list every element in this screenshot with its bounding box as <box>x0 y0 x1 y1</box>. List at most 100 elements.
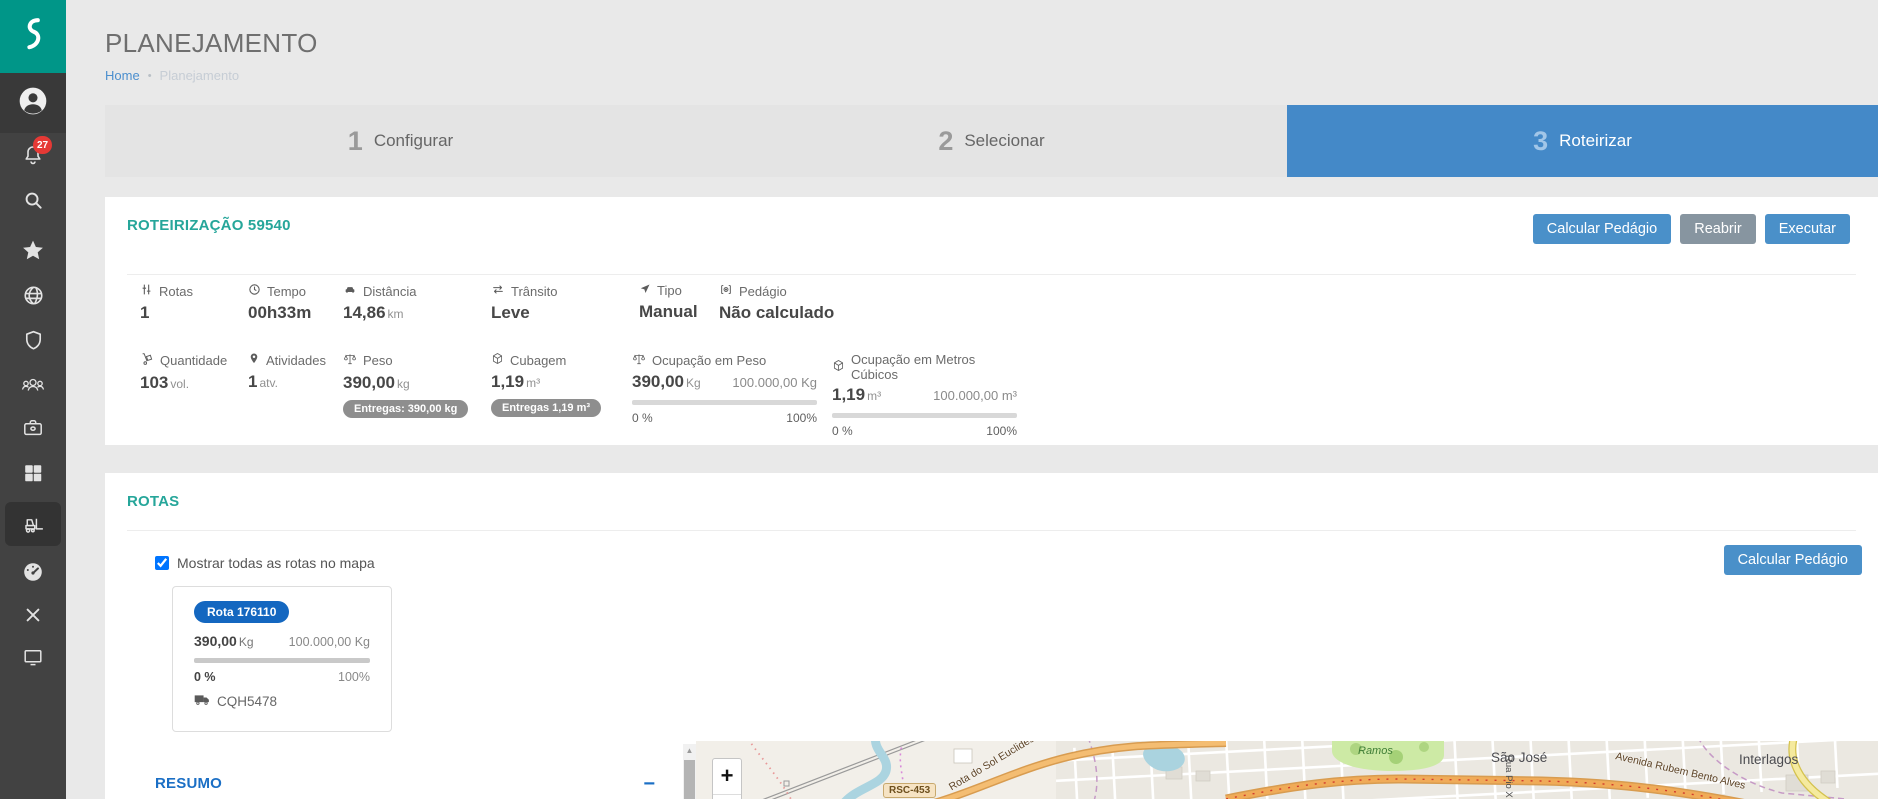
sidebar-item-search[interactable] <box>0 178 66 222</box>
logo-icon <box>18 16 48 57</box>
tab-number: 2 <box>938 125 954 156</box>
rotas-card: ROTAS Mostrar todas as rotas no mapa Cal… <box>105 473 1878 799</box>
sidebar-item-monitor[interactable] <box>0 635 66 679</box>
map-panel[interactable]: Rota do Sol Euclides RSC-453 Ramos São J… <box>696 741 1878 799</box>
map-road-ref-badge: RSC-453 <box>883 783 937 798</box>
briefcase-icon <box>21 416 45 440</box>
collapse-resumo-button[interactable]: − <box>643 772 655 795</box>
stat-ocupacao-m3: Ocupação em Metros Cúbicos 1,19 m³ 100.00… <box>832 352 1017 438</box>
map-zoom-in-button[interactable]: + <box>713 759 741 795</box>
cube-icon <box>491 352 504 368</box>
map-pin-icon <box>248 352 260 368</box>
app-logo[interactable] <box>0 0 66 73</box>
sidebar-item-logistics[interactable] <box>5 502 61 546</box>
sidebar-item-globe[interactable] <box>0 273 66 317</box>
roteirizacao-title: ROTEIRIZAÇÃO 59540 <box>127 217 291 234</box>
breadcrumb-home-link[interactable]: Home <box>105 68 140 83</box>
reabrir-button[interactable]: Reabrir <box>1680 214 1756 244</box>
resumo-title: RESUMO <box>155 775 223 792</box>
stat-pedagio: Pedágio Não calculado <box>719 283 835 323</box>
scrollbar-up-arrow[interactable]: ▲ <box>685 746 694 755</box>
main-content: PLANEJAMENTO Home • Planejamento 1 Confi… <box>66 0 1878 799</box>
dolly-icon <box>140 352 154 369</box>
sidebar: 27 <box>0 0 66 799</box>
tab-selecionar[interactable]: 2 Selecionar <box>696 105 1287 177</box>
stat-distancia: Distância 14,86 km <box>343 283 417 323</box>
car-icon <box>343 283 357 299</box>
speedometer-icon <box>21 560 45 584</box>
executar-button[interactable]: Executar <box>1764 214 1850 244</box>
users-group-icon <box>20 373 46 397</box>
sidebar-item-briefcase[interactable] <box>0 406 66 450</box>
cube-icon <box>832 359 845 375</box>
scale-icon <box>343 352 357 369</box>
sidebar-item-tools[interactable] <box>0 593 66 637</box>
show-all-routes-label: Mostrar todas as rotas no mapa <box>177 555 375 571</box>
rotas-calcular-pedagio-button[interactable]: Calcular Pedágio <box>1723 545 1862 575</box>
stat-cubagem: Cubagem 1,19 m³ Entregas 1,19 m³ <box>491 352 602 417</box>
route-card[interactable]: Rota 176110 390,00 Kg 100.000,00 Kg 0 % 1… <box>172 586 392 732</box>
monitor-icon <box>21 645 45 669</box>
search-icon <box>22 189 45 212</box>
divider <box>127 274 1856 275</box>
wizard-tabs: 1 Configurar 2 Selecionar 3 Roteirizar <box>105 105 1878 177</box>
forklift-icon <box>21 512 46 537</box>
sidebar-item-security[interactable] <box>0 318 66 362</box>
tab-configurar[interactable]: 1 Configurar <box>105 105 696 177</box>
x-icon <box>22 604 44 626</box>
user-avatar[interactable] <box>0 73 66 133</box>
route-name-pill[interactable]: Rota 176110 <box>194 601 290 623</box>
ocupacao-m3-bar <box>832 413 1017 418</box>
show-all-routes-row: Mostrar todas as rotas no mapa <box>155 555 375 571</box>
sidebar-item-users[interactable] <box>0 363 66 407</box>
shield-icon <box>22 329 45 352</box>
sidebar-item-favorites[interactable] <box>0 228 66 272</box>
entregas-peso-badge: Entregas: 390,00 kg <box>343 400 469 418</box>
star-icon <box>21 238 45 262</box>
tab-roteirizar[interactable]: 3 Roteirizar <box>1287 105 1878 177</box>
stat-tipo: Tipo Manual <box>639 283 698 321</box>
calcular-pedagio-button[interactable]: Calcular Pedágio <box>1532 214 1672 244</box>
map-zoom-control: + <box>712 758 742 799</box>
routes-icon <box>140 283 153 299</box>
breadcrumb-separator: • <box>147 69 152 82</box>
tab-number: 1 <box>347 125 363 156</box>
map-canvas[interactable] <box>696 741 1878 799</box>
ocupacao-peso-bar <box>632 400 817 405</box>
breadcrumb: Home • Planejamento <box>105 68 1878 83</box>
stat-quantidade: Quantidade 103 vol. <box>140 352 228 392</box>
grid-icon <box>22 462 44 484</box>
sidebar-item-dashboard[interactable] <box>0 550 66 594</box>
page-header: PLANEJAMENTO Home • Planejamento <box>66 0 1878 83</box>
tab-label: Configurar <box>373 131 454 150</box>
tab-label: Roteirizar <box>1559 131 1632 150</box>
stat-atividades: Atividades 1 atv. <box>248 352 326 392</box>
show-all-routes-checkbox[interactable] <box>155 556 169 570</box>
tab-number: 3 <box>1533 125 1549 156</box>
tab-label: Selecionar <box>964 131 1045 150</box>
breadcrumb-current: Planejamento <box>159 68 240 83</box>
globe-icon <box>22 284 45 307</box>
rotas-title: ROTAS <box>127 493 180 510</box>
transit-arrows-icon <box>491 283 505 299</box>
scale-icon <box>632 352 646 369</box>
stat-peso: Peso 390,00 kg Entregas: 390,00 kg <box>343 352 469 418</box>
roteirizacao-card: ROTEIRIZAÇÃO 59540 Calcular Pedágio Reab… <box>105 197 1878 445</box>
notification-badge: 27 <box>33 136 53 154</box>
stat-transito: Trânsito Leve <box>491 283 558 323</box>
sidebar-item-notifications[interactable]: 27 <box>0 133 66 177</box>
route-plate: CQH5478 <box>217 694 278 709</box>
bell-icon: 27 <box>21 136 53 167</box>
scrollbar-thumb[interactable] <box>684 760 695 799</box>
route-load-bar <box>194 658 370 663</box>
navigation-arrow-icon <box>639 283 651 298</box>
divider <box>127 530 1856 531</box>
resumo-scrollbar[interactable]: ▲ <box>683 744 696 799</box>
avatar-icon <box>17 85 49 122</box>
sidebar-item-modules[interactable] <box>0 451 66 495</box>
roteirizacao-actions: Calcular Pedágio Reabrir Executar <box>1532 214 1850 244</box>
stat-ocupacao-peso: Ocupação em Peso 390,00 Kg 100.000,00 Kg … <box>632 352 817 425</box>
resumo-header: RESUMO − <box>155 772 655 795</box>
toll-camera-icon <box>719 283 733 299</box>
